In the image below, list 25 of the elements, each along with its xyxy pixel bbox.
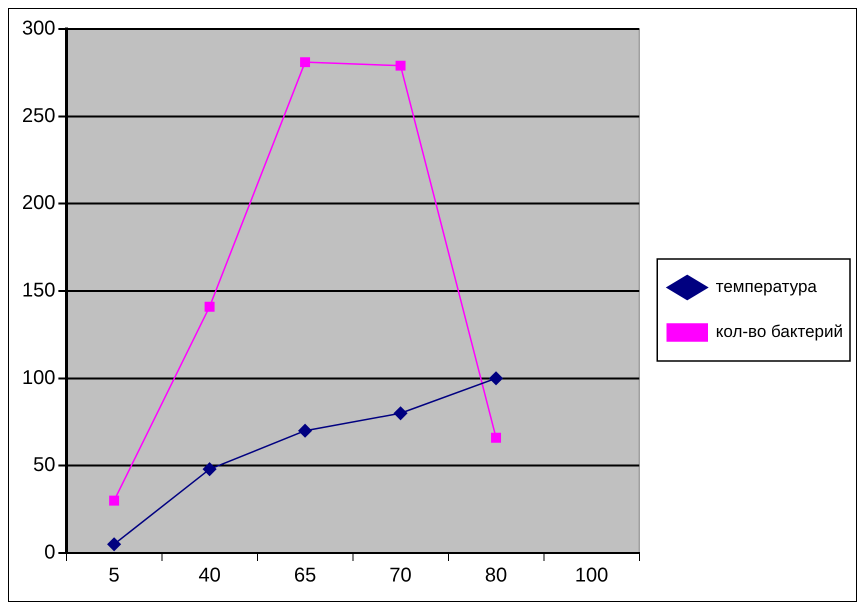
legend-label: температура — [716, 277, 818, 296]
point — [204, 302, 215, 312]
point — [394, 406, 408, 420]
point — [298, 424, 312, 438]
point — [396, 60, 406, 71]
point — [300, 57, 310, 68]
point — [109, 496, 120, 506]
x-tick-label: 70 — [389, 564, 412, 587]
x-tick-label: 40 — [198, 564, 221, 587]
legend-label: кол-во бактерий — [716, 322, 843, 342]
y-tick-label: 0 — [44, 542, 56, 564]
y-tick-label: 200 — [22, 192, 56, 214]
x-tick-label: 80 — [484, 564, 508, 587]
x-tick-label: 65 — [294, 564, 316, 587]
y-tick-label: 50 — [33, 454, 56, 476]
y-tick-label: 300 — [22, 18, 56, 40]
y-tick-label: 100 — [22, 366, 56, 389]
point — [202, 462, 216, 476]
y-tick-label: 150 — [22, 280, 56, 302]
y-tick-label: 250 — [22, 104, 56, 127]
point — [107, 538, 121, 552]
point — [489, 372, 503, 386]
point — [491, 432, 502, 443]
x-tick-label: 5 — [108, 564, 120, 587]
x-tick-label: 100 — [574, 564, 608, 587]
